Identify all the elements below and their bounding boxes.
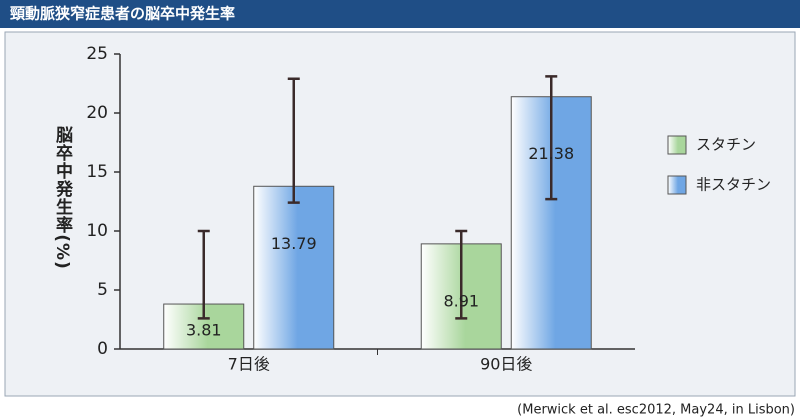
bar — [253, 185, 335, 350]
value-label: 3.81 — [186, 321, 222, 340]
legend-swatch — [667, 175, 687, 195]
legend-swatch — [667, 135, 687, 155]
y-tick-label: 10 — [86, 221, 108, 241]
value-label: 13.79 — [271, 234, 317, 253]
x-tick-label: 7日後 — [228, 355, 270, 374]
value-label: 21.38 — [528, 144, 574, 163]
value-label: 8.91 — [443, 291, 479, 310]
chart-title: 頸動脈狭窄症患者の脳卒中発生率 — [10, 5, 235, 23]
panel — [4, 31, 796, 397]
error-bar — [287, 77, 300, 204]
legend-label: 非スタチン — [696, 176, 771, 194]
x-tick-label: 90日後 — [480, 355, 532, 374]
error-bar — [545, 75, 558, 201]
y-tick-label: 25 — [86, 44, 108, 64]
source-note: (Merwick et al. esc2012, May24, in Lisbo… — [517, 403, 795, 418]
y-tick-label: 5 — [97, 280, 108, 300]
y-tick-label: 0 — [97, 339, 108, 359]
y-axis-label: 脳卒中発生率(%) — [52, 126, 74, 270]
error-bar — [197, 229, 210, 320]
error-bar — [455, 229, 468, 320]
header-bar — [0, 0, 800, 28]
y-tick-label: 15 — [86, 162, 108, 182]
y-tick-label: 20 — [86, 103, 108, 123]
legend-label: スタチン — [696, 136, 756, 154]
